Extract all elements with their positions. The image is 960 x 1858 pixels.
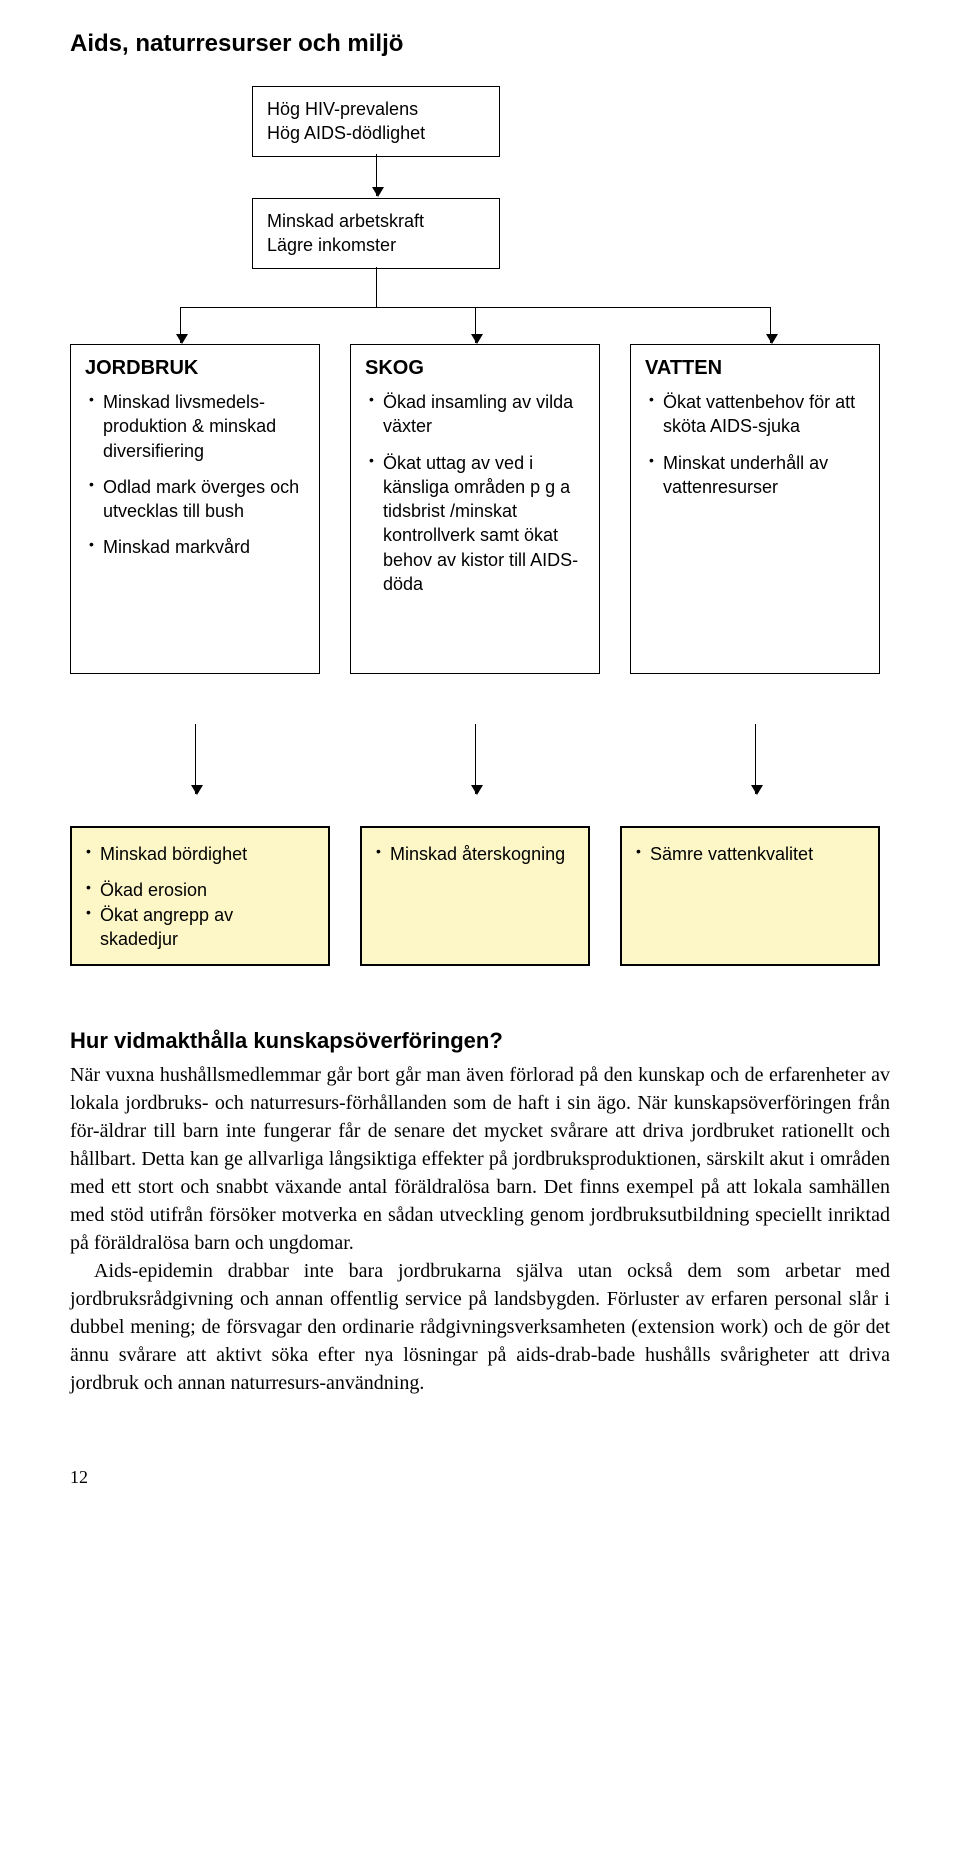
arrow [475,724,476,794]
list-item: Minskad markvård [85,535,305,559]
node-text: Hög AIDS-dödlighet [267,121,485,145]
connector [376,267,377,307]
node-col1: JORDBRUK Minskad livsmedels-produktion &… [70,344,320,674]
list-item: Ökat uttag av ved i känsliga områden p g… [365,451,585,597]
node-res1: Minskad bördighet Ökad erosion Ökat angr… [70,826,330,966]
list-item: Minskad livsmedels-produktion & minskad … [85,390,305,463]
col-heading: JORDBRUK [85,355,305,382]
node-text: Lägre inkomster [267,233,485,257]
page-title: Aids, naturresurser och miljö [70,30,890,58]
flow-diagram: Hög HIV-prevalens Hög AIDS-dödlighet Min… [70,86,890,996]
list-item: Sämre vattenkvalitet [632,842,862,866]
node-top1: Hög HIV-prevalens Hög AIDS-dödlighet [252,86,500,157]
list-item: Ökat angrepp av skadedjur [82,903,312,952]
list-item: Ökad erosion [82,878,312,902]
arrow [376,154,377,196]
node-res3: Sämre vattenkvalitet [620,826,880,966]
arrow [195,724,196,794]
arrow [475,307,476,343]
list-item: Odlad mark överges och utvecklas till bu… [85,475,305,524]
col-heading: VATTEN [645,355,865,382]
list-item: Ökat vattenbehov för att sköta AIDS-sjuk… [645,390,865,439]
page-number: 12 [70,1467,890,1488]
arrow [180,307,181,343]
node-res2: Minskad återskogning [360,826,590,966]
node-text: Hög HIV-prevalens [267,97,485,121]
node-col3: VATTEN Ökat vattenbehov för att sköta AI… [630,344,880,674]
list-item: Minskad bördighet [82,842,312,866]
node-text: Minskad arbetskraft [267,209,485,233]
node-col2: SKOG Ökad insamling av vilda växter Ökat… [350,344,600,674]
col-heading: SKOG [365,355,585,382]
body-section: Hur vidmakthålla kunskapsöverföringen? N… [70,1026,890,1397]
body-para: Aids-epidemin drabbar inte bara jordbruk… [70,1257,890,1397]
list-item: Minskat underhåll av vattenresurser [645,451,865,500]
list-item: Minskad återskogning [372,842,572,866]
arrow [770,307,771,343]
node-top2: Minskad arbetskraft Lägre inkomster [252,198,500,269]
arrow [755,724,756,794]
list-item: Ökad insamling av vilda växter [365,390,585,439]
body-heading: Hur vidmakthålla kunskapsöverföringen? [70,1026,890,1057]
body-para: När vuxna hushållsmedlemmar går bort går… [70,1061,890,1257]
